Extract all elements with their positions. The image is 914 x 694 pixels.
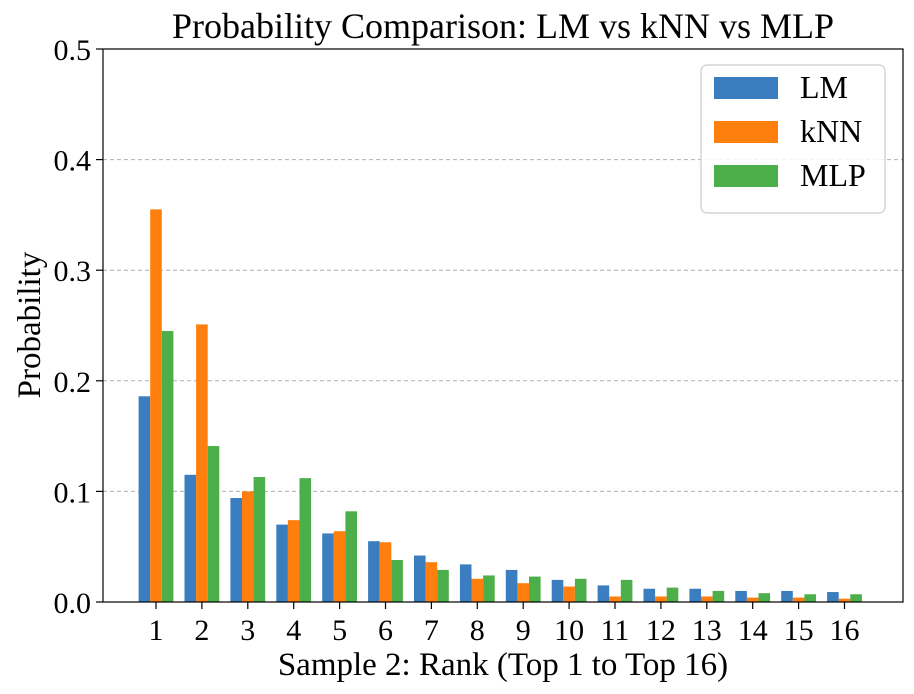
bar-knn-14 — [746, 597, 759, 602]
bar-mlp-7 — [437, 569, 449, 602]
bar-knn-5 — [333, 531, 346, 602]
bar-knn-2 — [196, 324, 208, 602]
bar-knn-6 — [379, 542, 392, 602]
bar-knn-3 — [242, 491, 254, 602]
bar-lm-7 — [414, 555, 426, 602]
bar-knn-1 — [150, 209, 162, 602]
legend-label-knn: kNN — [800, 113, 862, 149]
bar-mlp-8 — [483, 575, 495, 602]
bar-mlp-10 — [574, 578, 587, 602]
bar-lm-3 — [230, 498, 242, 602]
bar-mlp-11 — [620, 579, 633, 602]
legend-swatch-mlp — [714, 165, 778, 187]
bar-lm-9 — [505, 569, 518, 602]
bar-mlp-5 — [345, 511, 357, 602]
y-tick-label: 0.2 — [54, 366, 92, 399]
plot-frame — [102, 48, 904, 603]
chart-title: Probability Comparison: LM vs kNN vs MLP — [172, 6, 834, 46]
legend-label-lm: LM — [800, 69, 848, 105]
x-tick-label: 4 — [286, 614, 301, 647]
x-tick-label: 13 — [692, 614, 722, 647]
bar-lm-16 — [827, 592, 839, 602]
x-axis: 1 2 3 4 5 6 7 8 9 10 11 12 13 14 15 16 — [149, 602, 860, 647]
x-tick-label: 6 — [378, 614, 393, 647]
bar-knn-11 — [609, 596, 621, 602]
x-tick-label: 8 — [470, 614, 485, 647]
bars — [138, 209, 862, 602]
bar-lm-13 — [689, 588, 701, 602]
x-tick-label: 14 — [738, 614, 768, 647]
y-tick-label: 0.0 — [54, 587, 92, 620]
bar-mlp-2 — [207, 446, 220, 602]
bar-knn-15 — [792, 597, 805, 602]
y-tick-label: 0.1 — [54, 476, 92, 509]
x-tick-label: 15 — [784, 614, 814, 647]
bar-knn-12 — [655, 596, 667, 602]
x-tick-label: 16 — [830, 614, 860, 647]
x-tick-label: 11 — [601, 614, 630, 647]
bar-mlp-1 — [161, 331, 174, 602]
bar-mlp-4 — [299, 478, 312, 602]
bar-knn-10 — [563, 586, 575, 602]
legend-label-mlp: MLP — [800, 157, 866, 193]
bar-lm-2 — [184, 474, 197, 602]
bar-knn-7 — [425, 562, 438, 602]
legend: LM kNN MLP — [700, 64, 886, 214]
bar-mlp-12 — [666, 587, 679, 602]
y-axis-label: Probability — [12, 251, 48, 398]
bar-lm-14 — [735, 590, 747, 602]
bar-lm-6 — [368, 541, 380, 602]
x-tick-label: 7 — [424, 614, 439, 647]
bar-mlp-3 — [253, 477, 266, 602]
bar-lm-12 — [643, 588, 656, 602]
y-tick-label: 0.4 — [54, 145, 92, 178]
y-axis: 0.0 0.1 0.2 0.3 0.4 0.5 — [54, 34, 103, 620]
bar-lm-15 — [781, 590, 793, 602]
x-tick-label: 10 — [554, 614, 584, 647]
bar-knn-9 — [517, 583, 529, 602]
bar-mlp-6 — [391, 559, 403, 602]
x-tick-label: 1 — [149, 614, 164, 647]
y-tick-label: 0.3 — [54, 255, 92, 288]
bar-lm-10 — [551, 579, 564, 602]
x-tick-label: 12 — [646, 614, 676, 647]
bar-mlp-13 — [712, 590, 725, 602]
legend-swatch-lm — [714, 77, 778, 99]
y-tick-label: 0.5 — [54, 34, 92, 67]
bar-knn-13 — [701, 596, 713, 602]
bar-knn-8 — [471, 578, 484, 602]
bar-mlp-16 — [850, 594, 862, 602]
legend-swatch-knn — [714, 121, 778, 143]
bar-lm-1 — [138, 396, 151, 602]
x-axis-label: Sample 2: Rank (Top 1 to Top 16) — [278, 647, 728, 683]
bar-mlp-14 — [758, 593, 771, 602]
x-tick-label: 2 — [194, 614, 209, 647]
x-tick-label: 9 — [516, 614, 531, 647]
bar-mlp-15 — [804, 594, 816, 602]
bar-knn-4 — [287, 520, 300, 602]
bar-lm-8 — [459, 564, 472, 602]
x-tick-label: 5 — [332, 614, 347, 647]
bar-knn-16 — [838, 598, 851, 602]
x-tick-label: 3 — [240, 614, 255, 647]
bar-lm-5 — [322, 533, 334, 602]
bar-lm-4 — [276, 524, 288, 602]
bar-mlp-9 — [529, 576, 541, 602]
bar-lm-11 — [597, 585, 610, 602]
